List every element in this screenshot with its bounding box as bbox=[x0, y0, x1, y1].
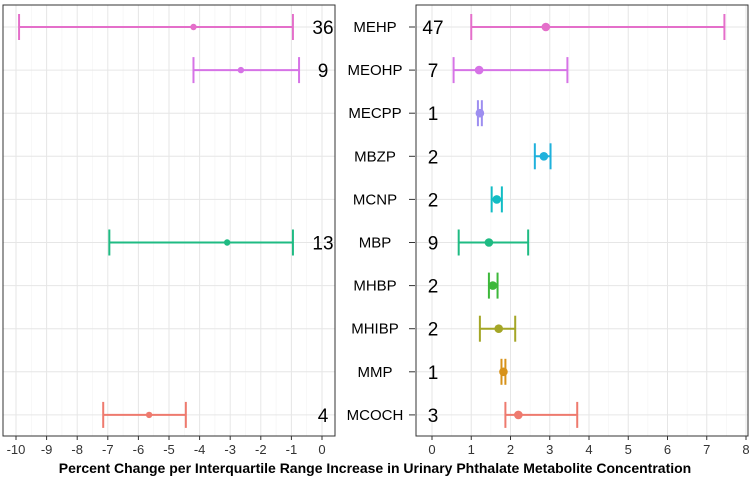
estimate-mecpp-positive bbox=[475, 100, 485, 127]
n-label-meohp-negative: 9 bbox=[318, 61, 329, 82]
n-label-mbzp-positive: 2 bbox=[428, 147, 439, 168]
x-tick-label: 3 bbox=[546, 442, 553, 457]
n-label-mcoch-positive: 3 bbox=[428, 406, 439, 427]
x-tick-label: 7 bbox=[703, 442, 710, 457]
estimate-mhbp-positive bbox=[487, 272, 499, 299]
x-tick-label: -1 bbox=[286, 442, 298, 457]
x-axis-label: Percent Change per Interquartile Range I… bbox=[59, 460, 691, 476]
metabolite-label-meohp: MEOHP bbox=[347, 62, 402, 79]
estimate-mcoch-positive bbox=[504, 401, 579, 428]
metabolite-label-mhbp: MHBP bbox=[353, 278, 396, 295]
n-label-mcnp-positive: 2 bbox=[428, 190, 439, 211]
metabolite-label-mbzp: MBZP bbox=[354, 148, 396, 165]
n-label-mhbp-positive: 2 bbox=[428, 277, 439, 298]
n-label-mehp-negative: 36 bbox=[312, 18, 333, 39]
metabolite-label-mbp: MBP bbox=[359, 235, 392, 252]
n-label-mmp-positive: 1 bbox=[428, 363, 439, 384]
n-label-mcoch-negative: 4 bbox=[318, 406, 329, 427]
metabolite-label-mmp: MMP bbox=[358, 364, 393, 381]
n-label-meohp-positive: 7 bbox=[428, 61, 439, 82]
estimate-mbp-negative bbox=[108, 229, 294, 256]
x-tick-label: -8 bbox=[71, 442, 83, 457]
x-tick-label: -3 bbox=[224, 442, 236, 457]
point-estimate bbox=[541, 22, 551, 32]
n-label-mbp-negative: 13 bbox=[312, 234, 333, 255]
x-tick-label: 8 bbox=[742, 442, 749, 457]
n-label-mehp-positive: 47 bbox=[422, 18, 443, 39]
x-tick-label: -10 bbox=[7, 442, 26, 457]
x-tick-label: 0 bbox=[318, 442, 325, 457]
metabolite-label-mhibp: MHIBP bbox=[351, 321, 399, 338]
metabolite-label-mecpp: MECPP bbox=[348, 105, 401, 122]
point-estimate bbox=[514, 410, 523, 420]
n-label-mbp-positive: 9 bbox=[428, 234, 439, 255]
estimate-meohp-positive bbox=[452, 57, 569, 84]
metabolite-label-mehp: MEHP bbox=[353, 19, 396, 36]
n-label-mecpp-positive: 1 bbox=[428, 104, 439, 125]
estimate-mhibp-positive bbox=[478, 315, 517, 342]
point-estimate bbox=[145, 411, 153, 419]
point-estimate bbox=[237, 66, 245, 74]
x-tick-label: 5 bbox=[625, 442, 632, 457]
x-tick-label: 0 bbox=[428, 442, 435, 457]
metabolite-labels: MEHP MEOHP MECPP MBZP MCNP MBP MHBP MHIBP MMP MCO… bbox=[347, 19, 415, 424]
x-tick-label: -7 bbox=[102, 442, 114, 457]
point-estimate bbox=[499, 367, 508, 377]
point-estimate bbox=[190, 23, 197, 31]
x-tick-label: 6 bbox=[664, 442, 671, 457]
metabolite-label-mcnp: MCNP bbox=[353, 191, 397, 208]
x-tick-label: 1 bbox=[468, 442, 475, 457]
point-estimate bbox=[474, 65, 484, 75]
point-estimate bbox=[539, 152, 549, 161]
x-tick-label: 4 bbox=[585, 442, 592, 457]
metabolite-label-mcoch: MCOCH bbox=[347, 407, 404, 424]
point-estimate bbox=[475, 108, 485, 118]
estimate-mehp-negative bbox=[18, 14, 294, 40]
estimate-mehp-positive bbox=[470, 14, 726, 40]
x-tick-label: 2 bbox=[507, 442, 514, 457]
estimate-mbzp-positive bbox=[533, 143, 552, 170]
x-tick-label: -9 bbox=[41, 442, 53, 457]
point-estimate bbox=[492, 195, 502, 204]
point-estimate bbox=[488, 281, 498, 290]
point-estimate bbox=[223, 239, 231, 246]
point-estimate bbox=[494, 324, 504, 334]
positive-panel: 0 1 2 3 4 5 6 7 8 47 7 1 2 2 9 2 2 1 3 bbox=[415, 4, 750, 457]
estimate-meohp-negative bbox=[192, 57, 301, 84]
estimate-mcoch-negative bbox=[102, 401, 187, 428]
n-label-mhibp-positive: 2 bbox=[428, 320, 439, 341]
point-estimate bbox=[484, 238, 494, 247]
x-tick-label: -6 bbox=[133, 442, 145, 457]
x-tick-label: -5 bbox=[163, 442, 175, 457]
x-tick-label: -4 bbox=[194, 442, 206, 457]
estimate-mmp-positive bbox=[499, 358, 508, 385]
x-tick-label: -2 bbox=[255, 442, 267, 457]
estimate-mcnp-positive bbox=[490, 186, 503, 213]
estimate-mbp-positive bbox=[457, 229, 530, 256]
panel-border bbox=[415, 4, 749, 437]
